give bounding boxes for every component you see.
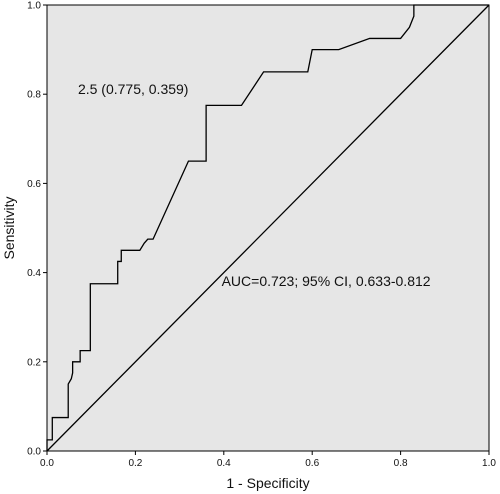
axis-ticks: 0.0 0.2 0.4 0.6 0.8 1.0 0.0 0.2 0.4 0.6 0.8 1.0 [27,1,496,470]
y-tick-label: 0.2 [27,357,41,368]
reference-diagonal-line [46,4,490,452]
x-axis-title: 1 - Specificity [226,475,309,491]
x-tick-label: 1.0 [482,458,496,469]
y-tick-label: 1.0 [27,1,41,12]
cutoff-annotation: 2.5 (0.775, 0.359) [78,81,189,97]
x-tick-label: 0.4 [217,458,231,469]
x-tick-label: 0.2 [128,458,142,469]
x-tick-label: 0.0 [40,458,54,469]
roc-curve-line [46,4,489,451]
chart-annotations: 2.5 (0.775, 0.359) AUC=0.723; 95% CI, 0.6… [78,81,431,289]
y-tick-label: 0.4 [27,268,41,279]
x-tick-label: 0.8 [394,458,408,469]
auc-annotation: AUC=0.723; 95% CI, 0.633-0.812 [222,273,431,289]
y-tick-label: 0.0 [27,447,41,458]
x-tick-label: 0.6 [305,458,319,469]
y-tick-label: 0.8 [27,90,41,101]
y-axis-title: Sensitivity [1,196,17,259]
series-lines [46,4,490,452]
y-tick-label: 0.6 [27,179,41,190]
